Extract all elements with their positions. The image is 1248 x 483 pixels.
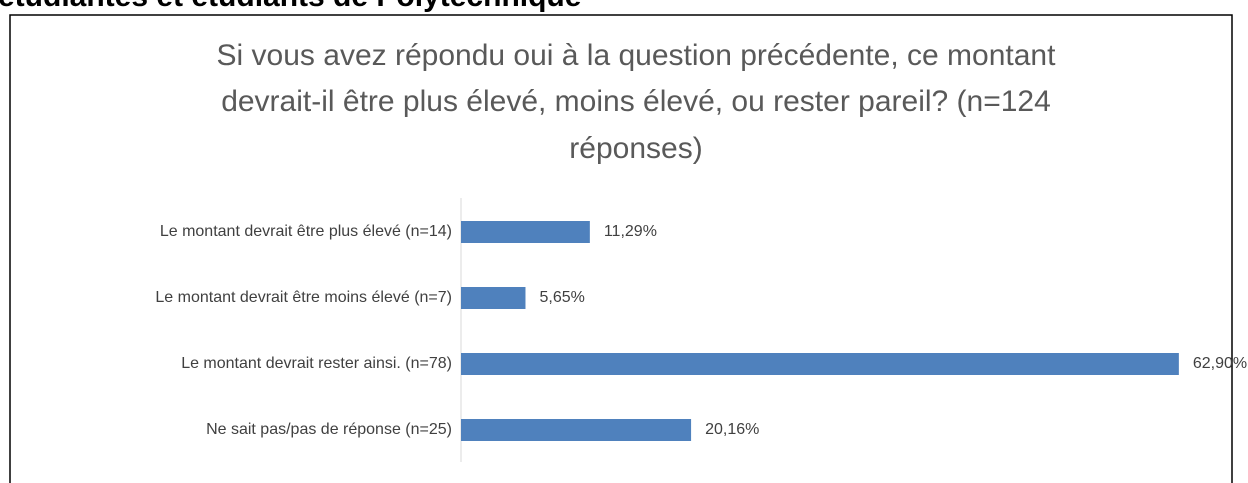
bar: [461, 419, 692, 441]
bar: [461, 287, 526, 309]
chart-title: devrait-il être plus élevé, moins élevé,…: [221, 85, 1051, 118]
chart-title: Si vous avez répondu oui à la question p…: [217, 39, 1057, 72]
page-heading: étudiantes et étudiants de Polytechnique: [0, 0, 581, 13]
data-label: 20,16%: [705, 421, 759, 438]
data-label: 62,90%: [1193, 355, 1247, 372]
y-tick-label: Ne sait pas/pas de réponse (n=25): [206, 421, 452, 438]
y-tick-label: Le montant devrait être plus élevé (n=14…: [160, 223, 452, 240]
bar: [461, 353, 1179, 375]
data-label: 11,29%: [604, 223, 657, 240]
frame: [9, 14, 1233, 483]
y-tick-label: Le montant devrait rester ainsi. (n=78): [181, 355, 452, 372]
y-tick-label: Le montant devrait être moins élevé (n=7…: [155, 289, 452, 306]
data-label: 5,65%: [539, 289, 584, 306]
bar: [461, 221, 590, 243]
chart-title: réponses): [569, 132, 702, 165]
